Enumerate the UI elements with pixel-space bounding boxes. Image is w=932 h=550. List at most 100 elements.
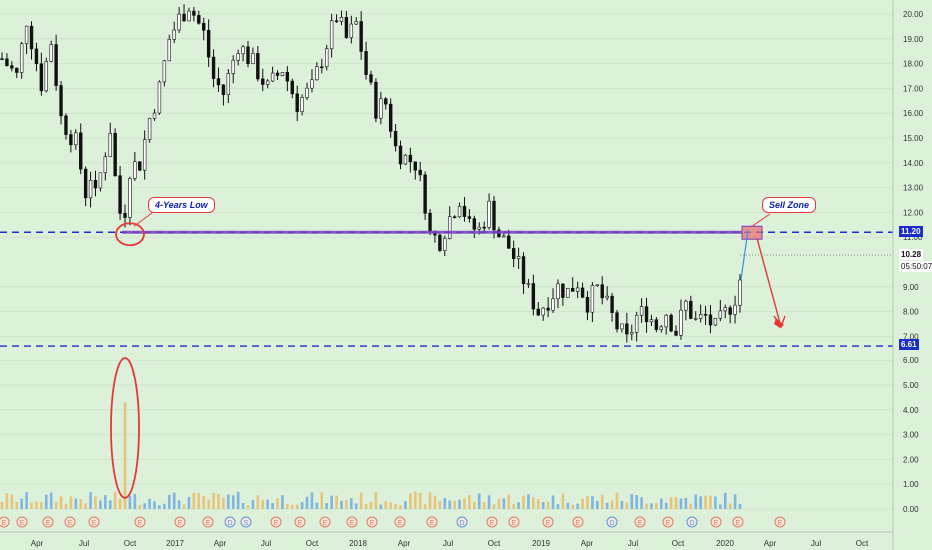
volume-bar <box>399 505 402 509</box>
volume-bar <box>546 501 550 509</box>
event-marker-label: D <box>459 520 464 527</box>
volume-bar <box>217 493 220 509</box>
volume-bar <box>177 500 181 509</box>
low-circle <box>115 222 145 247</box>
time-tick-label: Jul <box>79 539 89 548</box>
candle-body <box>167 38 171 62</box>
candle-body <box>374 81 378 119</box>
volume-bar <box>512 504 515 509</box>
volume-bar <box>123 402 127 509</box>
event-marker <box>346 516 358 528</box>
volume-bar <box>600 494 604 509</box>
event-marker-label: E <box>206 520 211 527</box>
candle-body <box>694 318 698 320</box>
candle-body <box>615 312 619 330</box>
event-marker-label: E <box>370 520 375 527</box>
volume-bar <box>473 501 476 509</box>
volume-bar <box>679 498 683 509</box>
volume-tick-label: 4.00 <box>903 406 919 415</box>
volume-bar <box>49 492 53 509</box>
candle-body <box>467 216 472 219</box>
volume-bar <box>379 504 383 509</box>
candle-body <box>118 175 122 214</box>
candle-body <box>344 17 349 38</box>
volume-bar <box>261 499 265 509</box>
event-marker-label: E <box>490 520 495 527</box>
volume-bar <box>0 501 4 509</box>
candle-body <box>575 287 580 292</box>
event-marker <box>42 516 54 528</box>
candle-body <box>256 53 260 80</box>
event-marker <box>294 516 306 528</box>
candle-body <box>187 10 191 22</box>
volume-bar <box>586 495 589 509</box>
candle-body <box>571 288 575 292</box>
volume-bar <box>59 496 63 509</box>
volume-bar <box>635 495 638 509</box>
time-tick-label: 2018 <box>349 539 367 548</box>
volume-bar <box>350 498 353 509</box>
candle-body <box>216 78 221 86</box>
candle-body <box>270 72 275 82</box>
candle-body <box>561 283 565 298</box>
volume-bar <box>207 499 210 509</box>
volume-bar <box>325 503 329 509</box>
volume-bar <box>738 503 742 509</box>
volume-bar <box>561 493 565 509</box>
candle-body <box>339 17 344 22</box>
event-marker-label: S <box>244 520 249 527</box>
volume-bar <box>128 495 132 509</box>
candle-body <box>398 145 403 165</box>
price-tick-label: 7.00 <box>903 332 919 341</box>
volume-bar <box>286 503 289 509</box>
event-marker-label: D <box>689 520 694 527</box>
candle-body <box>315 66 319 81</box>
candle-body <box>39 63 44 92</box>
volume-bar <box>354 503 358 509</box>
event-marker-label: E <box>512 520 517 527</box>
candle-body <box>487 200 491 228</box>
volume-bar <box>453 500 456 509</box>
volume-bar <box>630 494 634 509</box>
event-marker-label: E <box>20 520 25 527</box>
candle-body <box>423 174 427 214</box>
event-marker <box>16 516 28 528</box>
candle-body <box>526 283 531 285</box>
event-marker <box>634 516 646 528</box>
candle-body <box>388 103 393 132</box>
event-marker-label: D <box>609 520 614 527</box>
candle-body <box>595 284 600 287</box>
volume-bar <box>517 502 520 509</box>
time-tick-label: Apr <box>581 539 594 548</box>
volume-bar <box>566 502 570 509</box>
candle-body <box>261 78 265 85</box>
event-marker <box>662 516 674 528</box>
candle-body <box>329 20 334 50</box>
volume-bar <box>645 503 648 509</box>
event-marker-label: E <box>430 520 435 527</box>
volume-bar <box>482 502 486 509</box>
candle-body <box>172 29 176 40</box>
volume-bar <box>40 502 43 509</box>
candle-body <box>472 218 477 230</box>
candle-body <box>152 112 157 119</box>
volume-bar <box>15 502 19 509</box>
volume-bar <box>246 504 250 509</box>
volume-bar <box>25 492 28 509</box>
candle-body <box>290 80 294 95</box>
volume-spike-ellipse <box>110 357 140 499</box>
volume-tick-label: 3.00 <box>903 431 919 440</box>
volume-bar <box>581 498 584 509</box>
candle-body <box>610 295 614 313</box>
volume-bar <box>674 497 678 509</box>
candle-body <box>551 298 555 311</box>
candle-body <box>98 172 103 189</box>
volume-bar <box>409 493 412 509</box>
volume-bar <box>310 492 314 509</box>
volume-bar <box>20 498 23 509</box>
price-tick-label: 8.00 <box>903 308 919 317</box>
candle-body <box>280 72 285 76</box>
annotation-4-years-low: 4-Years Low <box>148 197 215 213</box>
volume-bar <box>497 499 501 509</box>
